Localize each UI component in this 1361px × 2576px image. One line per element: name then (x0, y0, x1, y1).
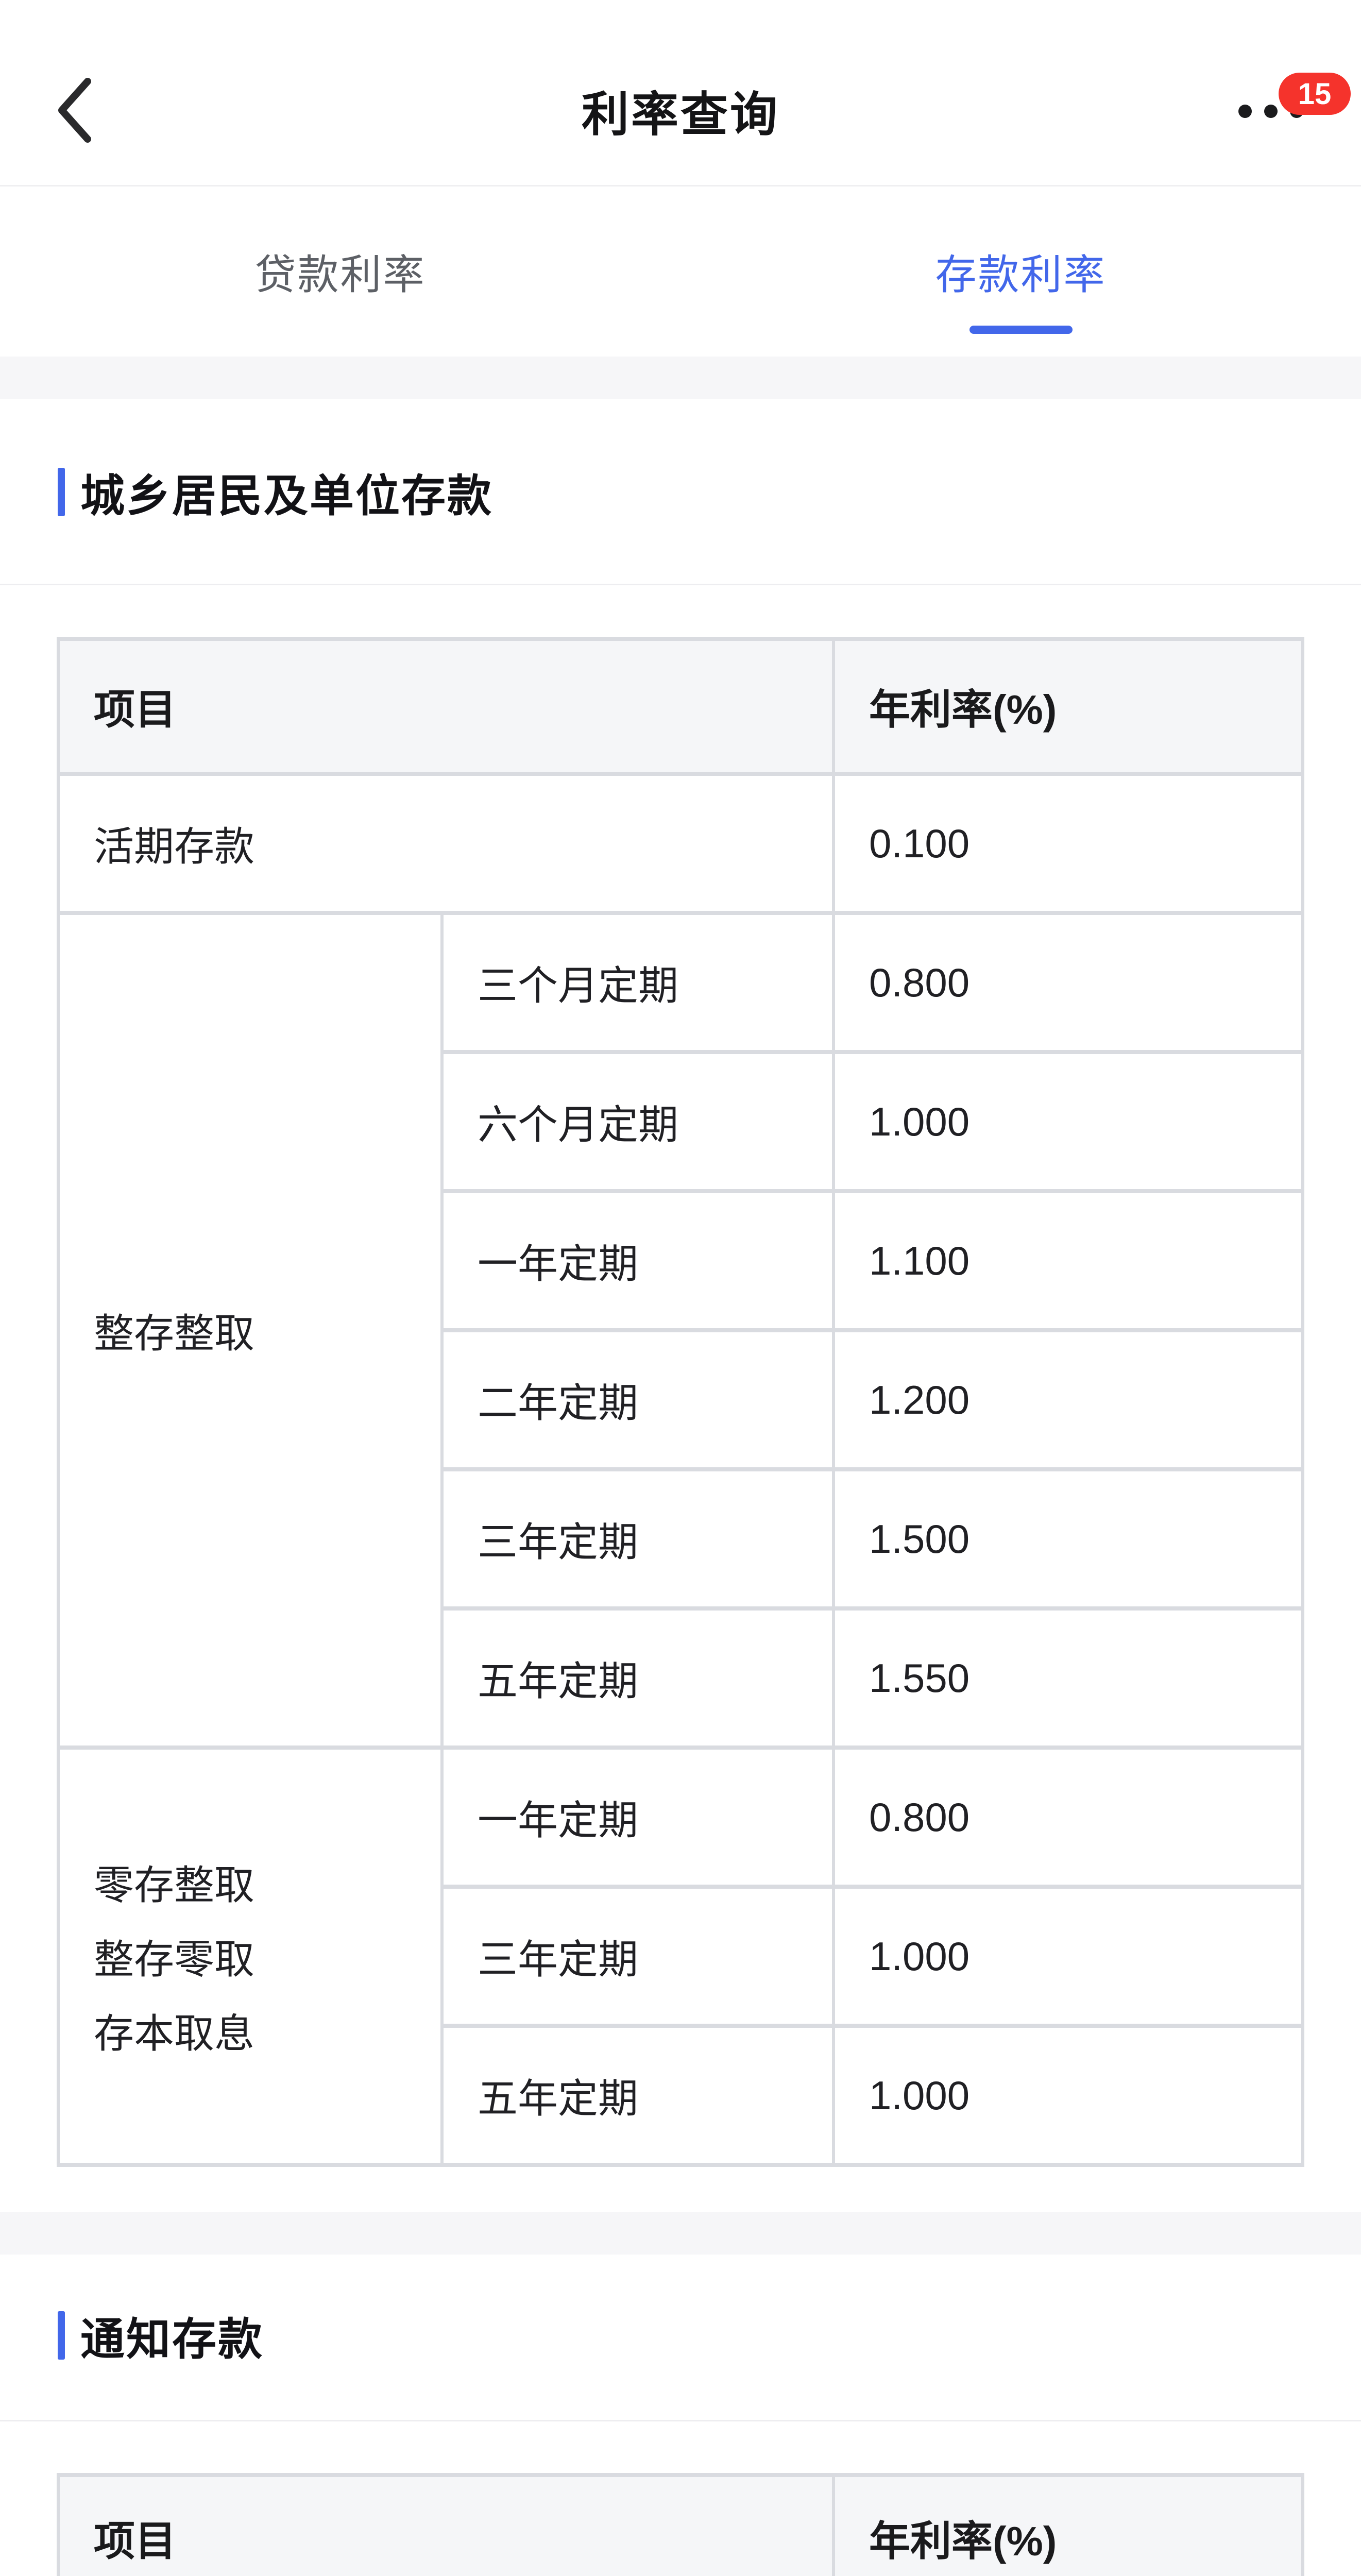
table-row: 零存整取 整存零取 存本取息 一年定期 0.800 (57, 1745, 1304, 2167)
section-separator-band (0, 357, 1361, 399)
table-row: 一年定期 1.100 (58, 1189, 1304, 1332)
notification-badge: 15 (1279, 73, 1351, 115)
term-cell: 六个月定期 (440, 1050, 835, 1193)
chevron-left-icon (56, 77, 112, 143)
term-cell: 三年定期 (440, 1885, 835, 2028)
divider (0, 2420, 1361, 2421)
item-cell: 活期存款 (57, 772, 835, 915)
section-accent-bar (58, 2311, 65, 2360)
tab-loan-rate[interactable]: 贷款利率 (254, 252, 426, 298)
section-resident-deposits: 城乡居民及单位存款 项目 年利率(%) 活期存款 0.100 整存整取 三个月定期 0.80… (0, 460, 1361, 2167)
rate-cell: 1.000 (832, 1050, 1304, 1193)
column-header-rate: 年利率(%) (832, 637, 1304, 776)
section-title: 城乡居民及单位存款 (80, 471, 493, 521)
term-cell: 三年定期 (440, 1467, 835, 1611)
term-cell: 一年定期 (440, 1189, 835, 1332)
term-cell: 一年定期 (440, 1745, 835, 1889)
section-separator-band (0, 2212, 1361, 2255)
term-cell: 三个月定期 (440, 911, 835, 1054)
column-header-item: 项目 (57, 2473, 835, 2576)
table-row: 五年定期 1.000 (58, 2024, 1304, 2167)
page-title: 利率查询 (581, 89, 779, 141)
term-cell: 二年定期 (440, 1328, 835, 1471)
table-row: 活期存款 0.100 (57, 772, 1304, 915)
active-tab-underline (969, 326, 1073, 334)
rate-cell: 0.100 (832, 772, 1304, 915)
tab-deposit-rate[interactable]: 存款利率 (680, 187, 1361, 357)
rate-cell: 1.500 (832, 1467, 1304, 1611)
navbar: 利率查询 15 (0, 0, 1361, 187)
table-row: 三年定期 1.000 (58, 1885, 1304, 2028)
rate-cell: 1.000 (832, 1885, 1304, 2028)
table-row: 五年定期 1.550 (58, 1606, 1304, 1750)
section-accent-bar (58, 467, 65, 516)
tab-deposit-rate-label: 存款利率 (935, 252, 1107, 298)
divider (0, 584, 1361, 585)
table-header-row: 项目 年利率(%) (57, 2473, 1304, 2576)
term-cell: 五年定期 (440, 2024, 835, 2167)
table-row: 六个月定期 1.000 (58, 1050, 1304, 1193)
table-header-row: 项目 年利率(%) (57, 637, 1304, 776)
column-header-item: 项目 (57, 637, 835, 776)
table-row: 整存整取 三个月定期 0.800 (57, 911, 1304, 1750)
ellipsis-icon: 15 (1238, 73, 1351, 118)
column-header-rate: 年利率(%) (832, 2473, 1304, 2576)
back-button[interactable] (56, 77, 112, 149)
group-label-cell: 整存整取 (57, 911, 444, 1750)
section-title: 通知存款 (80, 2315, 264, 2364)
table-row: 二年定期 1.200 (58, 1328, 1304, 1471)
group-label-cell: 零存整取 整存零取 存本取息 (57, 1745, 444, 2167)
rate-tabs: 贷款利率 存款利率 (0, 187, 1361, 357)
rate-cell: 0.800 (832, 911, 1304, 1054)
rate-cell: 1.200 (832, 1328, 1304, 1471)
more-menu-button[interactable]: 15 (1238, 36, 1351, 187)
rate-cell: 1.100 (832, 1189, 1304, 1332)
term-cell: 五年定期 (440, 1606, 835, 1750)
rate-cell: 0.800 (832, 1745, 1304, 1889)
table-row: 三年定期 1.500 (58, 1467, 1304, 1611)
resident-deposit-rate-table: 项目 年利率(%) 活期存款 0.100 整存整取 三个月定期 0.800 六个月定期 1.00… (57, 637, 1304, 2167)
rate-cell: 1.550 (832, 1606, 1304, 1750)
rate-cell: 1.000 (832, 2024, 1304, 2167)
